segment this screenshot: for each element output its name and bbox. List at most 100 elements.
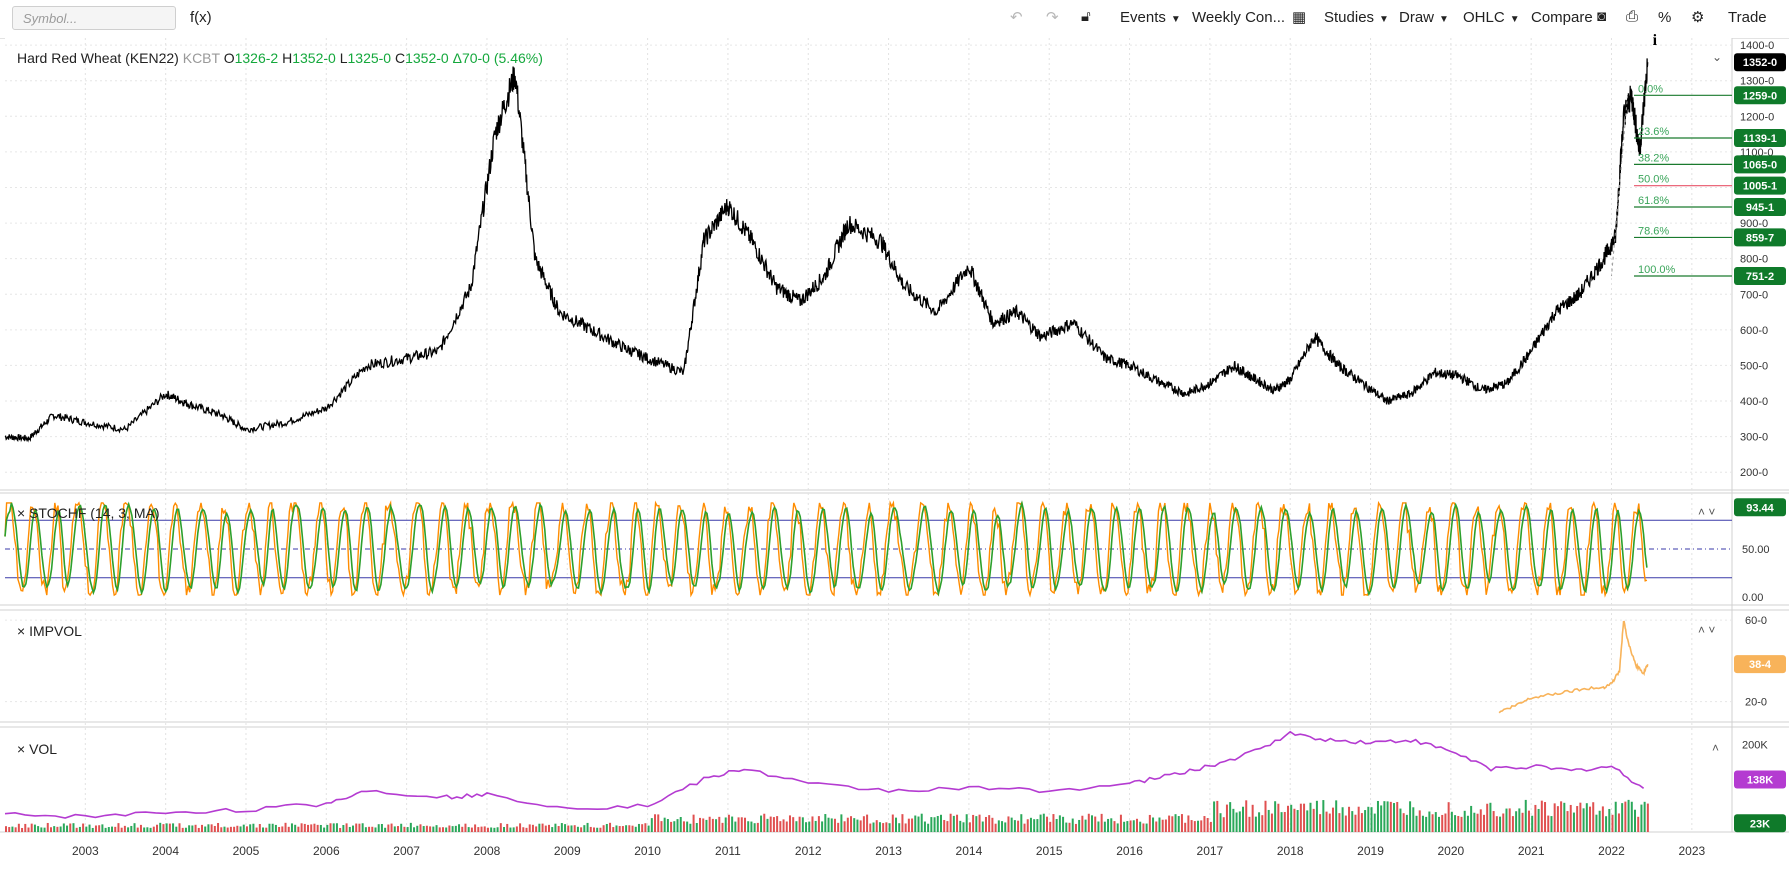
fib-price-badge (1734, 267, 1786, 286)
volume-bar (162, 824, 165, 832)
volume-bar (258, 824, 261, 832)
volume-bar (901, 814, 904, 832)
lock-icon[interactable]: 🔓︎ (1081, 8, 1091, 25)
impvol-title[interactable]: × IMPVOL (17, 623, 82, 639)
volume-bar (377, 824, 380, 832)
panel-up-down-icon[interactable]: ˄ ˅ (1698, 623, 1716, 637)
volume-bar (766, 818, 769, 832)
events-menu[interactable]: Events ▼ (1120, 9, 1181, 26)
volume-bar (181, 827, 184, 832)
calendar-icon[interactable]: ▦ (1292, 9, 1307, 26)
volume-bar (1290, 804, 1293, 832)
volume-bar (695, 823, 698, 832)
volume-bar (686, 821, 689, 832)
volume-bar (165, 823, 168, 832)
volume-bar (846, 817, 849, 832)
volume-bar (1335, 800, 1338, 832)
volume-bar (988, 815, 991, 832)
volume-bar (981, 821, 984, 832)
volume-bar (756, 822, 759, 832)
volume-bar (663, 817, 666, 832)
volume-bar (605, 823, 608, 832)
volume-bar (538, 823, 541, 832)
collapse-chevron-icon[interactable]: ⌄ (1712, 50, 1723, 64)
volume-bar (345, 823, 348, 832)
fibonacci-retracement[interactable]: 0.0% 23.6% 38.2% 50.0% 61.8% 78.6% 100.0% (1611, 83, 1732, 277)
volume-bar (805, 822, 808, 832)
volume-bar (531, 824, 534, 832)
volume-bar (1492, 811, 1495, 832)
volume-bar (223, 826, 226, 832)
volume-bar (91, 827, 94, 832)
volume-bar (705, 819, 708, 832)
volume-bar (946, 821, 949, 832)
period-menu[interactable]: Weekly Con... (1192, 9, 1286, 26)
volume-bar (136, 827, 139, 832)
volume-bar (477, 827, 480, 832)
volume-bar (939, 814, 942, 832)
volume-bar (1319, 814, 1322, 832)
volume-bar (310, 824, 313, 832)
volume-bar (1457, 815, 1460, 832)
volume-bar (615, 825, 618, 832)
volume-bar (792, 817, 795, 832)
panel-up-down-icon[interactable]: ˄ ˅ (1698, 505, 1716, 519)
impvol-last-badge (1734, 655, 1786, 674)
volume-bar (824, 814, 827, 832)
stoch-last-label: 93.44 (1746, 502, 1774, 514)
volume-bar (233, 826, 236, 832)
stoch-title[interactable]: × STOCHF (14, 3, MA) (17, 505, 160, 521)
redo-icon[interactable]: ↷ (1046, 9, 1059, 26)
volume-bar (210, 824, 213, 832)
volume-bar (21, 827, 24, 832)
fib-price-badge (1734, 128, 1786, 147)
panel-collapse-icon[interactable]: ˄ (1712, 741, 1720, 755)
volume-bar (927, 823, 930, 832)
trade-button[interactable]: Trade (1728, 9, 1767, 26)
volume-bar (307, 824, 310, 832)
undo-icon[interactable]: ↶ (1010, 9, 1023, 26)
x-tick-label: 2014 (956, 844, 983, 858)
volume-bar (1219, 813, 1222, 832)
compare-button[interactable]: Compare (1531, 9, 1593, 26)
vol-title[interactable]: × VOL (17, 741, 58, 757)
volume-bar (1341, 807, 1344, 832)
volume-bar (965, 814, 968, 832)
volume-bar (628, 825, 631, 832)
volume-bar (133, 823, 136, 832)
volume-bar (1640, 804, 1643, 832)
gear-icon[interactable]: ⚙ (1691, 9, 1705, 26)
price-tick-label: 300-0 (1740, 432, 1768, 444)
volume-bar (769, 816, 772, 832)
price-header: Hard Red Wheat (KEN22) KCBT O1326-2 H135… (17, 50, 543, 66)
symbol-search-input[interactable] (12, 6, 176, 30)
print-icon[interactable]: ⎙ (1626, 8, 1639, 25)
volume-bar (483, 826, 486, 832)
chart-type-menu[interactable]: OHLC ▼ (1463, 9, 1520, 26)
volume-bar (1486, 803, 1489, 832)
x-tick-label: 2005 (233, 844, 260, 858)
camera-icon[interactable]: ◙ (1597, 8, 1607, 25)
volume-bar (474, 824, 477, 832)
x-tick-label: 2006 (313, 844, 340, 858)
volume-bar (885, 822, 888, 832)
volume-bar (1566, 811, 1569, 832)
volume-bar (917, 816, 920, 832)
volume-bar (146, 827, 149, 832)
volume-bar (1010, 817, 1013, 832)
volume-bar (1444, 813, 1447, 832)
volume-bar (239, 826, 242, 832)
percent-button[interactable]: % (1658, 9, 1672, 26)
volume-bar (1042, 813, 1045, 832)
draw-menu[interactable]: Draw ▼ (1399, 9, 1449, 26)
fx-button[interactable]: f(x) (190, 9, 212, 26)
volume-bar (1270, 813, 1273, 832)
studies-label: Studies (1324, 9, 1375, 26)
volume-bar (172, 823, 175, 832)
volume-bar (551, 827, 554, 832)
studies-menu[interactable]: Studies ▼ (1324, 9, 1389, 26)
volume-bar (1280, 812, 1283, 832)
volume-bar (801, 817, 804, 832)
volume-bar (130, 825, 133, 832)
